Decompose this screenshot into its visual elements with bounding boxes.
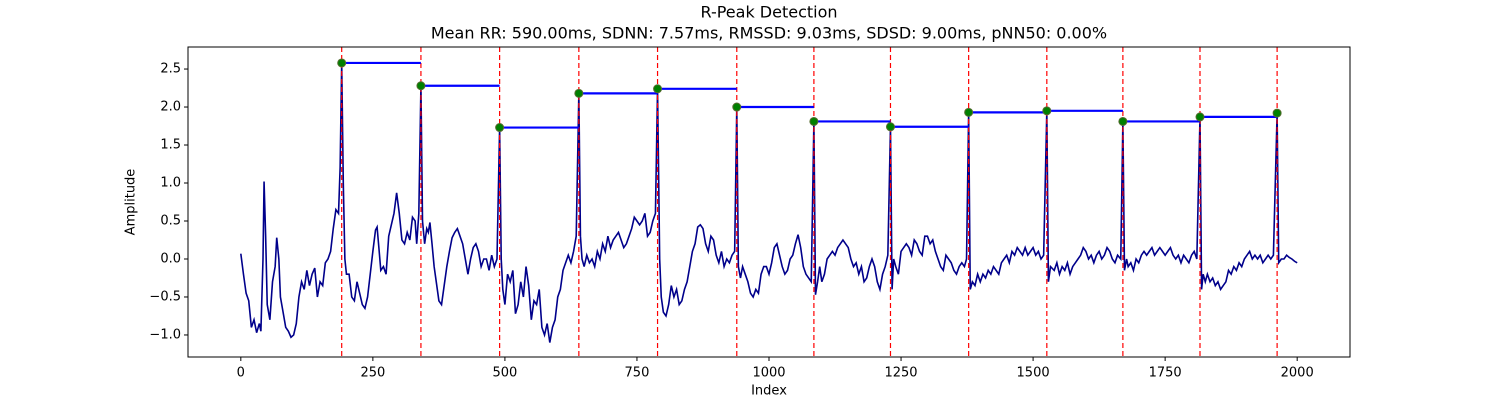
signal-line xyxy=(240,62,1298,343)
y-tick-label: −1.0 xyxy=(149,327,181,342)
plot-frame xyxy=(187,46,1351,358)
peak-point xyxy=(1195,112,1205,122)
y-tick-label: −0.5 xyxy=(149,289,181,304)
peak-point xyxy=(1118,116,1128,126)
y-tick-label: 0.5 xyxy=(160,213,181,228)
x-tick-label: 1250 xyxy=(884,366,917,381)
y-tick-label: 0.0 xyxy=(160,251,181,266)
x-tick-label: 1000 xyxy=(752,366,785,381)
y-tick-label: 1.0 xyxy=(160,176,181,191)
x-tick-label: 750 xyxy=(625,366,650,381)
peak-point xyxy=(1042,106,1052,116)
x-axis-label: Index xyxy=(751,384,787,399)
peak-point xyxy=(574,88,584,98)
y-tick-label: 2.5 xyxy=(160,62,181,77)
x-tick-label: 2000 xyxy=(1281,366,1314,381)
chart-title: R-Peak Detection xyxy=(700,3,837,22)
x-tick-label: 0 xyxy=(237,366,245,381)
peak-point xyxy=(1272,108,1282,118)
y-axis-label: Amplitude xyxy=(124,169,139,236)
x-tick-label: 1500 xyxy=(1017,366,1050,381)
x-tick-label: 250 xyxy=(360,366,385,381)
peak-point xyxy=(495,123,505,133)
x-tick-label: 500 xyxy=(492,366,517,381)
peak-point xyxy=(964,107,974,117)
y-tick-label: 1.5 xyxy=(160,138,181,153)
chart-subtitle: Mean RR: 590.00ms, SDNN: 7.57ms, RMSSD: … xyxy=(431,24,1107,43)
peak-point xyxy=(732,102,742,112)
x-tick-label: 1750 xyxy=(1149,366,1182,381)
y-tick-label: 2.0 xyxy=(160,100,181,115)
peak-point xyxy=(809,116,819,126)
peak-point xyxy=(416,81,426,91)
peak-point xyxy=(337,58,347,68)
peak-point xyxy=(885,122,895,132)
peak-point xyxy=(653,84,663,94)
